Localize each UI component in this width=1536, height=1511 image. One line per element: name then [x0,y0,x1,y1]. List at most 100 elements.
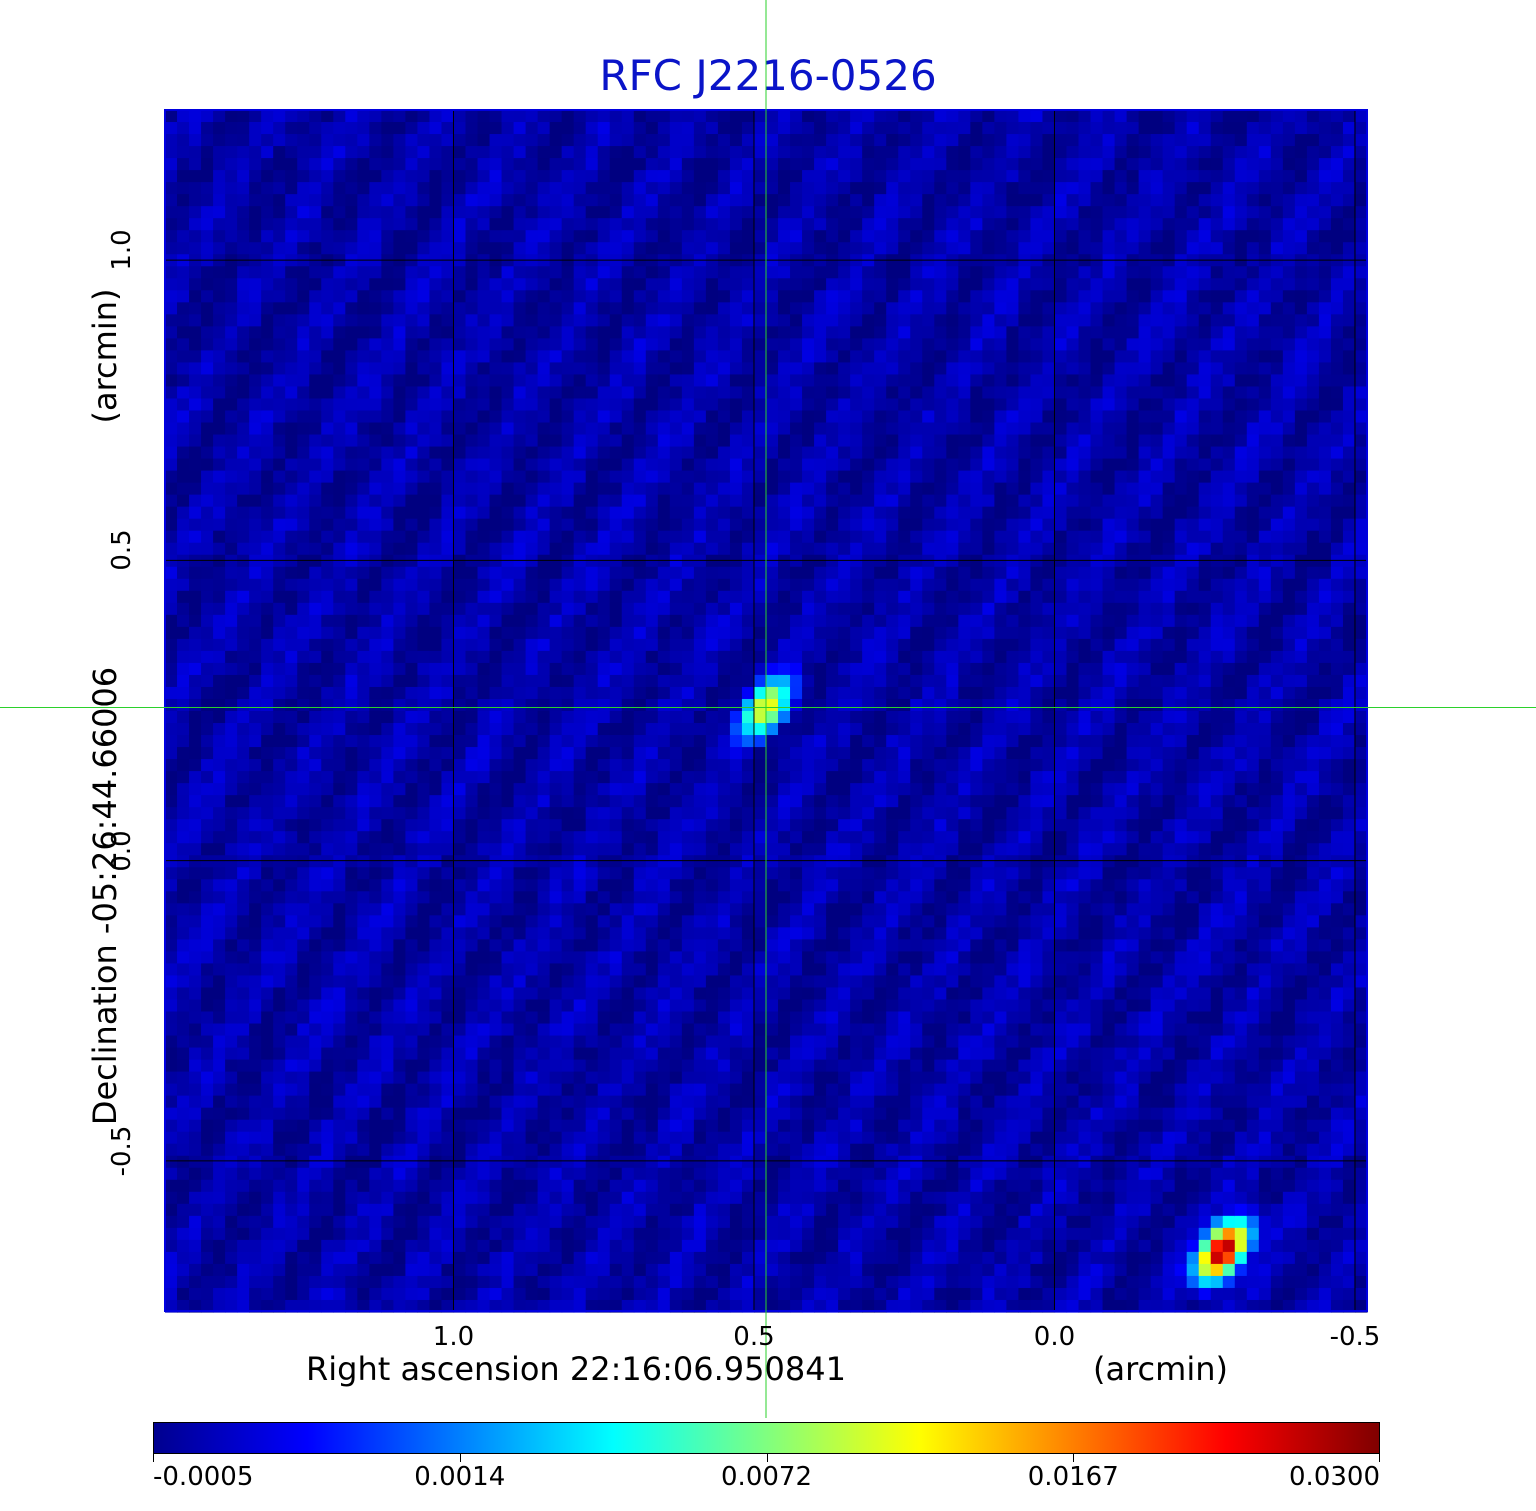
heatmap-cell [609,1071,623,1085]
heatmap-cell [381,1071,394,1085]
heatmap-cell [477,1071,491,1085]
heatmap-cell [561,566,575,580]
heatmap-cell [429,783,443,796]
heatmap-cell [357,1251,370,1265]
heatmap-cell [393,590,406,604]
heatmap-cell [333,686,346,700]
heatmap-cell [261,218,274,231]
heatmap-cell [477,374,491,388]
heatmap-cell [717,735,731,748]
heatmap-cell [345,338,358,351]
heatmap-cell [729,686,743,700]
heatmap-cell [585,230,599,243]
heatmap-cell [477,1167,491,1181]
heatmap-cell [177,602,190,616]
heatmap-cell [381,566,394,580]
heatmap-cell [681,903,695,916]
heatmap-cell [237,1071,250,1085]
heatmap-cell [429,1083,443,1097]
heatmap-cell [237,302,250,315]
heatmap-cell [381,951,394,965]
heatmap-cell [501,170,515,183]
heatmap-cell [261,783,274,796]
heatmap-cell [189,1239,202,1253]
heatmap-cell [729,1251,743,1265]
heatmap-cell [369,482,382,496]
heatmap-cell [345,350,358,364]
heatmap-cell [465,1131,479,1145]
heatmap-cell [525,1131,539,1145]
heatmap-cell [321,1059,334,1073]
heatmap-cell [621,807,635,820]
heatmap-cell [357,110,370,123]
heatmap-cell [249,650,262,664]
heatmap-cell [225,218,238,231]
heatmap-cell [693,879,707,892]
heatmap-cell [753,446,767,460]
heatmap-cell [453,1167,467,1181]
heatmap-cell [381,218,394,231]
heatmap-cell [249,1119,262,1133]
heatmap-cell [441,446,455,460]
heatmap-cell [369,963,382,977]
heatmap-cell [597,134,611,147]
heatmap-cell [645,470,659,484]
heatmap-cell [585,278,599,291]
heatmap-cell [333,698,346,712]
heatmap-cell [729,1203,743,1217]
heatmap-cell [549,915,563,928]
heatmap-cell [621,506,635,520]
heatmap-cell [621,987,635,1001]
heatmap-cell [501,278,515,291]
heatmap-cell [549,482,563,496]
heatmap-cell [501,206,515,219]
heatmap-cell [405,278,419,291]
heatmap-cell [633,1167,647,1181]
heatmap-cell [453,230,467,243]
heatmap-cell [489,662,503,676]
heatmap-cell [489,614,503,628]
heatmap-cell [645,458,659,472]
heatmap-cell [357,1191,370,1205]
heatmap-cell [669,1035,683,1049]
heatmap-cell [609,723,623,736]
heatmap-cell [381,1143,394,1157]
heatmap-cell [273,1215,286,1229]
heatmap-cell [573,314,587,327]
heatmap-cell [357,266,370,279]
heatmap-cell [417,494,431,508]
heatmap-cell [165,182,178,195]
heatmap-cell [477,242,491,255]
heatmap-cell [225,831,238,844]
heatmap-cell [309,1227,322,1241]
heatmap-cell [225,1119,238,1133]
heatmap-cell [321,855,334,868]
heatmap-cell [621,374,635,388]
heatmap-cell [717,662,731,676]
heatmap-cell [285,1203,298,1217]
heatmap-cell [561,530,575,544]
heatmap-cell [741,915,755,928]
heatmap-cell [525,602,539,616]
heatmap-cell [261,927,274,940]
heatmap-cell [561,302,575,315]
heatmap-cell [633,338,647,351]
heatmap-cell [321,1143,334,1157]
heatmap-cell [213,518,226,532]
heatmap-cell [297,975,310,989]
heatmap-cell [501,542,515,556]
heatmap-cell [213,134,226,147]
heatmap-cell [249,506,262,520]
heatmap-cell [633,927,647,940]
heatmap-cell [453,963,467,977]
heatmap-cell [657,1083,671,1097]
heatmap-cell [657,1203,671,1217]
heatmap-cell [225,1287,238,1301]
heatmap-cell [333,362,346,376]
heatmap-cell [657,735,671,748]
heatmap-cell [525,266,539,279]
heatmap-cell [285,1179,298,1193]
heatmap-cell [213,1107,226,1121]
heatmap-cell [609,362,623,376]
heatmap-cell [477,795,491,808]
